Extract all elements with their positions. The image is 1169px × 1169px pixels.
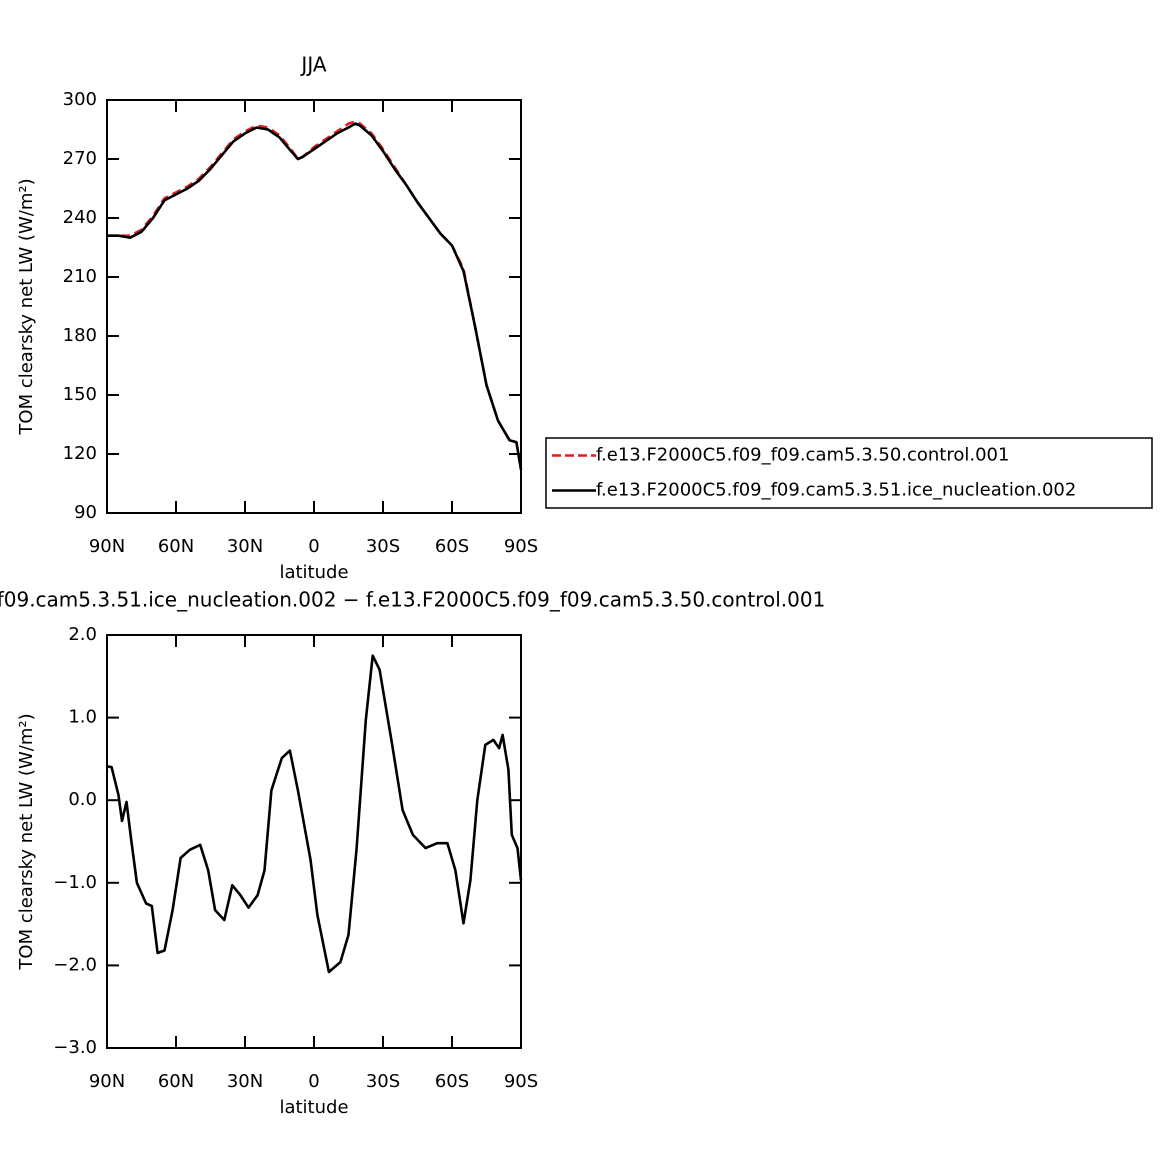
x-tick-label: 60S [435,1071,469,1092]
x-tick-label: 60N [158,536,194,557]
y-tick-label: −1.0 [53,872,97,893]
y-axis-label: TOM clearsky net LW (W/m²) [16,178,37,435]
x-tick-label: 30N [227,1071,263,1092]
x-tick-label: 30S [366,1071,400,1092]
data-line [107,120,523,470]
y-axis-label: TOM clearsky net LW (W/m²) [16,713,37,970]
y-tick-label: 120 [63,443,97,464]
y-tick-label: 180 [63,325,97,346]
legend-label: f.e13.F2000C5.f09_f09.cam5.3.51.ice_nucl… [596,480,1076,501]
plot-frame [106,634,522,1049]
chart-title: f.e13.F2000C5.f09_f09.cam5.3.51.ice_nucl… [0,588,825,612]
chart-title: JJA [299,53,326,77]
x-tick-label: 30N [227,536,263,557]
y-tick-label: 300 [63,89,97,110]
x-tick-label: 90N [89,1071,125,1092]
x-axis-label: latitude [279,1097,348,1118]
y-tick-label: −2.0 [53,954,97,975]
y-tick-label: 150 [63,384,97,405]
x-tick-label: 60N [158,1071,194,1092]
data-line [106,654,523,974]
plot-frame [106,99,522,514]
x-axis-label: latitude [279,562,348,583]
legend-label: f.e13.F2000C5.f09_f09.cam5.3.50.control.… [596,445,1009,466]
y-tick-label: −3.0 [53,1037,97,1058]
x-tick-label: 60S [435,536,469,557]
x-tick-label: 30S [366,536,400,557]
y-tick-label: 2.0 [68,624,97,645]
x-tick-label: 0 [308,1071,319,1092]
legend-box [545,437,1153,509]
y-tick-label: 90 [74,502,97,523]
y-tick-label: 0.0 [68,789,97,810]
y-tick-label: 1.0 [68,707,97,728]
x-tick-label: 90N [89,536,125,557]
y-tick-label: 210 [63,266,97,287]
y-tick-label: 270 [63,148,97,169]
x-tick-label: 90S [504,1071,538,1092]
x-tick-label: 0 [308,536,319,557]
data-line [107,122,523,470]
x-tick-label: 90S [504,536,538,557]
y-tick-label: 240 [63,207,97,228]
